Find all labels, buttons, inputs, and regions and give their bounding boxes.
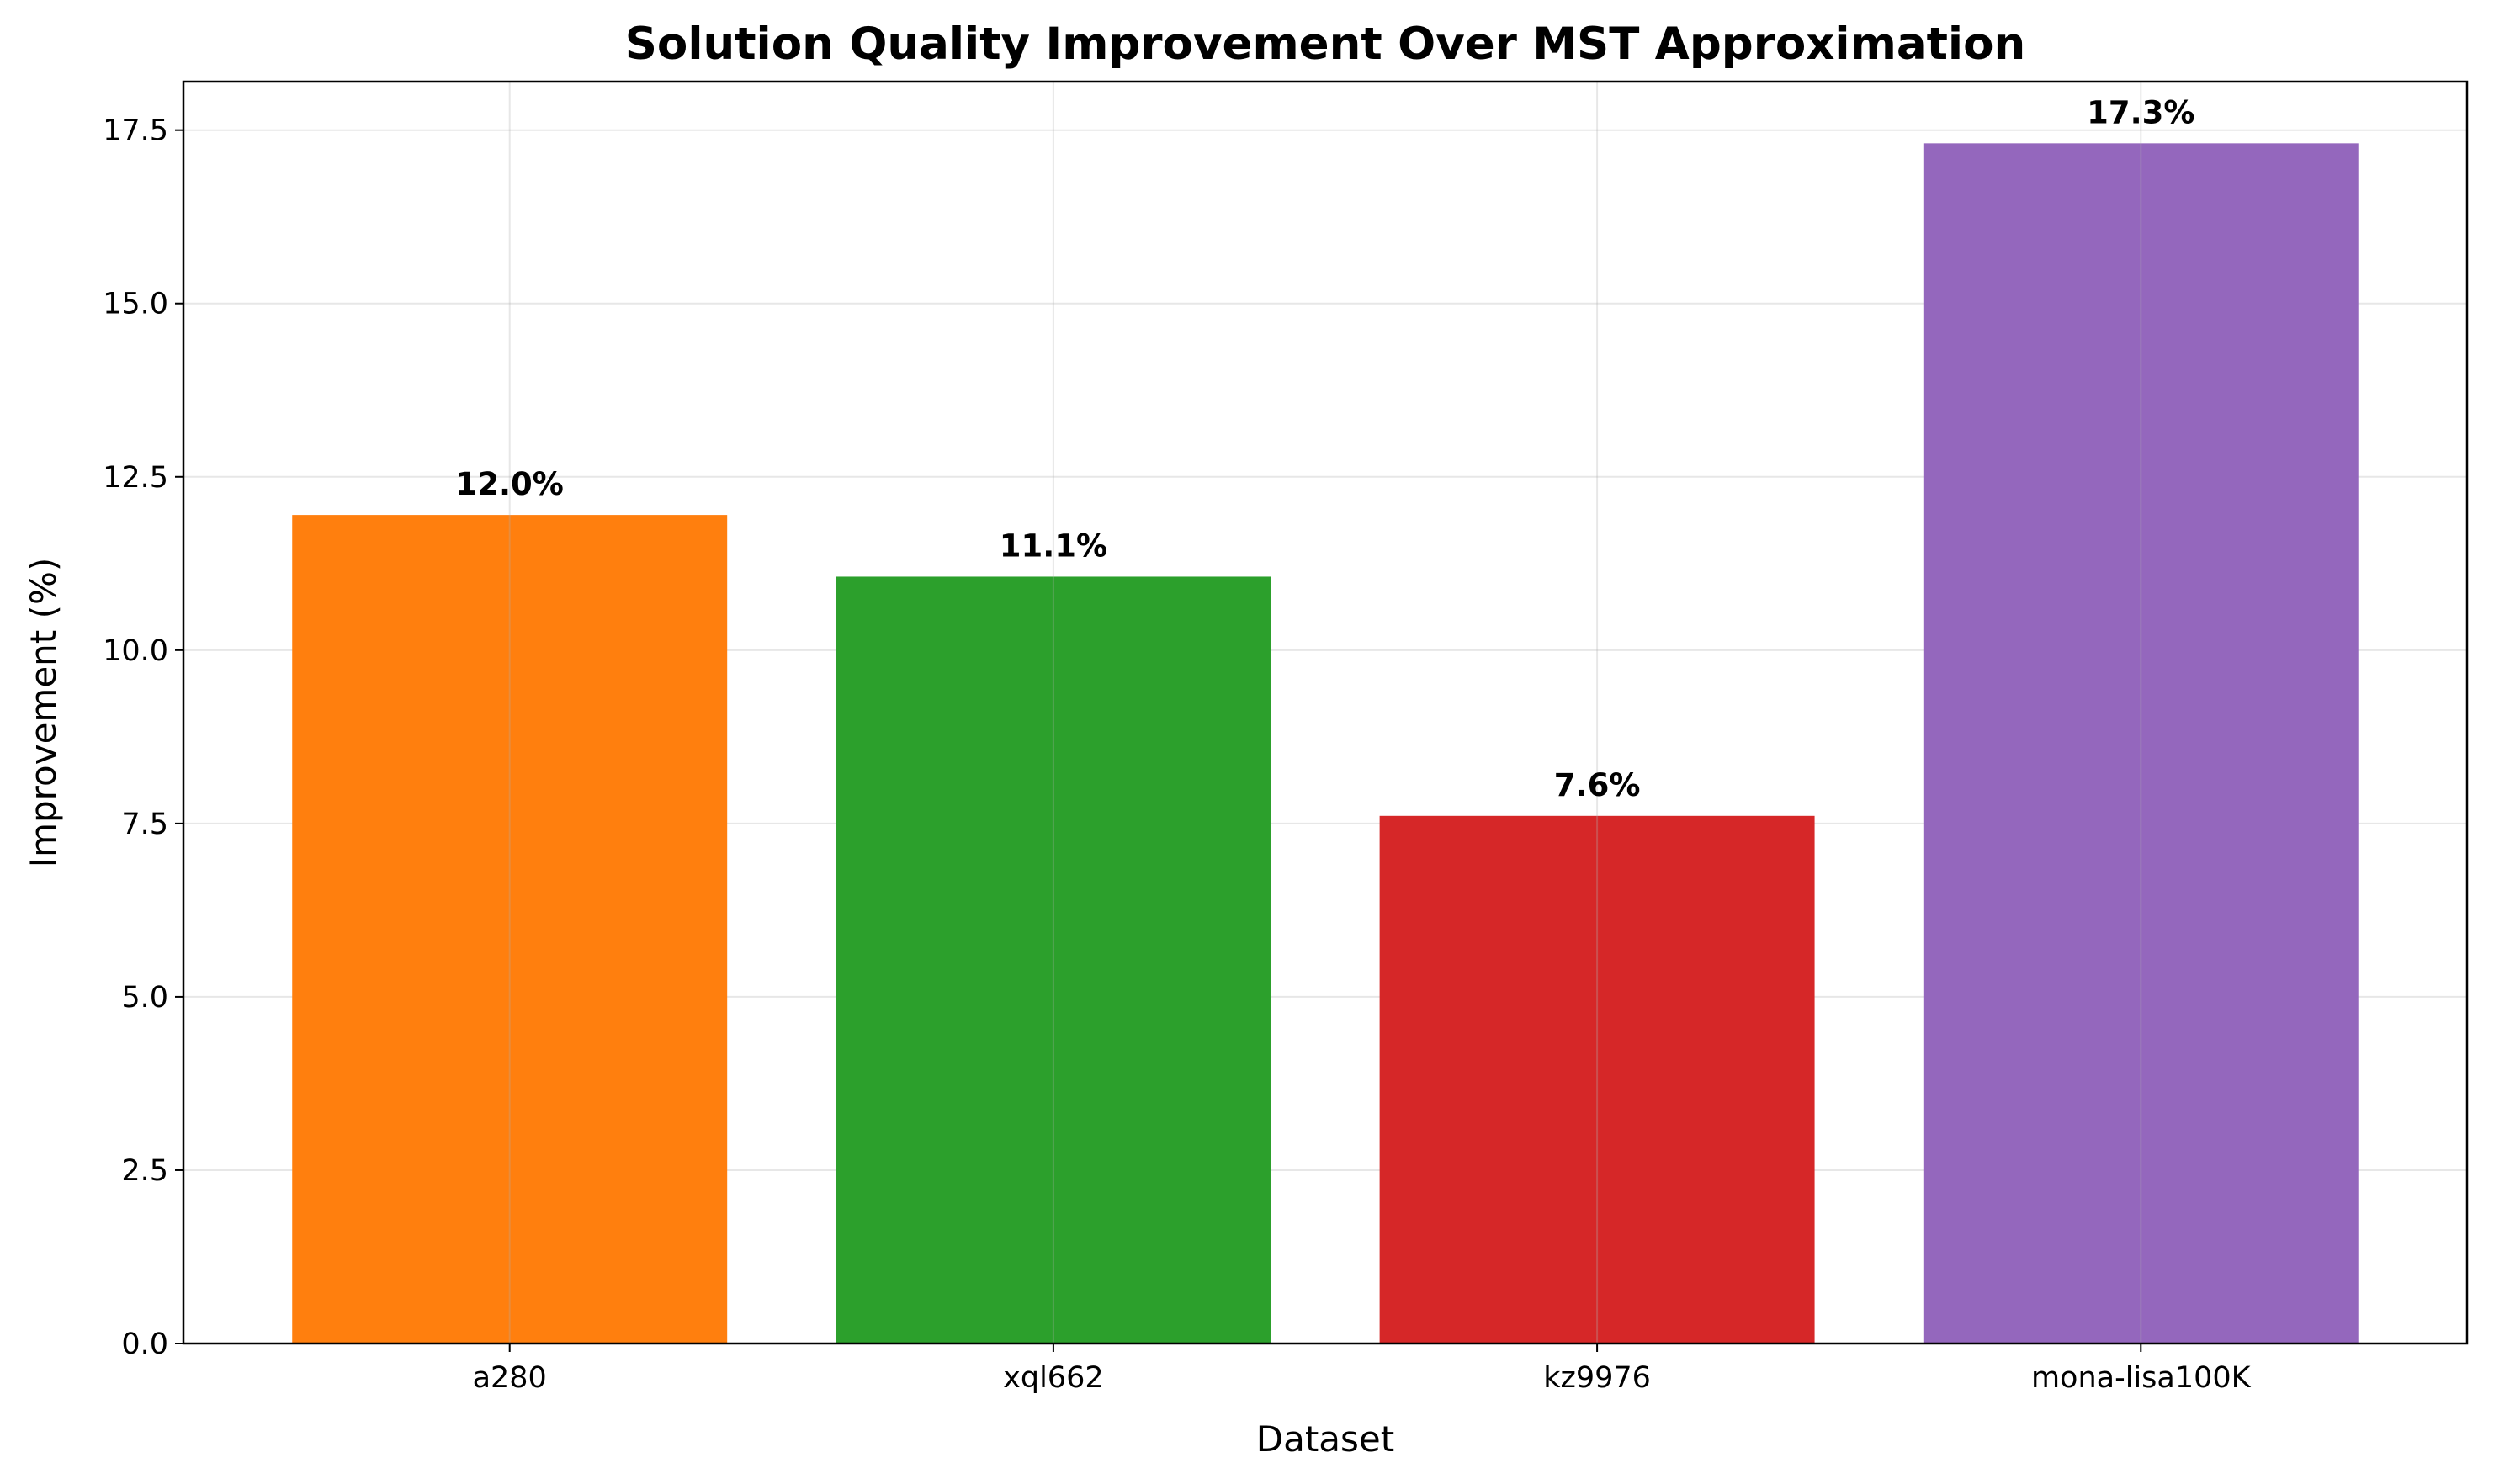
bar-mona-lisa100K <box>1923 143 2359 1344</box>
y-tick-label: 17.5 <box>103 114 168 148</box>
bar-a280 <box>292 515 728 1344</box>
y-tick-label: 10.0 <box>103 634 168 668</box>
y-tick-label: 15.0 <box>103 288 168 321</box>
bar-value-labels: 12.0% 11.1% 7.6% 17.3% <box>456 94 2195 803</box>
y-tick-label: 5.0 <box>121 981 168 1015</box>
y-tick-label: 12.5 <box>103 461 168 495</box>
data-label-kz9976: 7.6% <box>1554 767 1641 803</box>
vertical-grid-lines <box>508 82 2142 1344</box>
y-tick-label: 2.5 <box>121 1154 168 1188</box>
x-tick-label: a280 <box>473 1361 547 1395</box>
chart-title: Solution Quality Improvement Over MST Ap… <box>625 19 2026 70</box>
y-axis-ticks: 0.0 2.5 5.0 7.5 10.0 12.5 15.0 17.5 <box>103 114 183 1361</box>
y-axis-label: Improvement (%) <box>23 558 64 868</box>
x-tick-label: kz9976 <box>1543 1361 1651 1395</box>
data-label-mona-lisa100K: 17.3% <box>2087 94 2194 130</box>
bars <box>292 143 2359 1344</box>
bar-xql662 <box>836 576 1271 1344</box>
y-tick-label: 7.5 <box>121 808 168 841</box>
bar-kz9976 <box>1379 815 1815 1344</box>
x-tick-label: mona-lisa100K <box>2031 1361 2252 1395</box>
data-label-xql662: 11.1% <box>1000 527 1107 564</box>
x-axis-label: Dataset <box>1256 1418 1394 1460</box>
y-tick-label: 0.0 <box>121 1328 168 1361</box>
plot-frame <box>182 80 2469 1345</box>
data-label-a280: 12.0% <box>456 466 564 502</box>
x-axis-ticks: a280 xql662 kz9976 mona-lisa100K <box>473 1344 2252 1395</box>
x-tick-label: xql662 <box>1003 1361 1103 1395</box>
